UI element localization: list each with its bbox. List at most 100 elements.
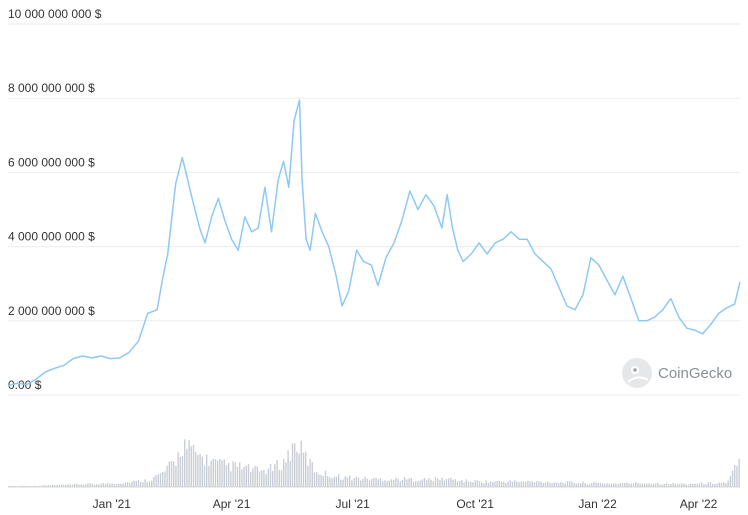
volume-bar — [366, 478, 368, 487]
volume-bar — [357, 477, 360, 487]
volume-bar — [474, 480, 476, 487]
volume-bar — [261, 470, 263, 487]
volume-bar — [573, 483, 575, 487]
volume-bar — [375, 477, 377, 487]
volume-bar — [388, 480, 390, 487]
volume-bar — [80, 484, 82, 487]
volume-bar — [346, 477, 349, 487]
volume-bar — [225, 465, 228, 487]
volume-bar — [584, 483, 586, 487]
volume-bar — [362, 478, 364, 487]
volume-bar — [85, 484, 87, 487]
volume-bar — [617, 484, 619, 487]
volume-bar — [131, 481, 133, 487]
volume-bar — [606, 483, 608, 487]
volume-bar — [597, 483, 599, 487]
volume-bar — [245, 465, 247, 487]
volume-bar — [615, 483, 617, 487]
volume-bar — [569, 481, 571, 487]
volume-bar — [456, 481, 459, 487]
volume-bar — [643, 483, 646, 487]
volume-bar — [562, 482, 564, 487]
volume-bar — [289, 460, 291, 487]
volume-bar — [467, 481, 470, 487]
volume-bar — [335, 476, 338, 487]
volume-bar — [725, 483, 727, 487]
y-tick-label-1: 2 000 000 000 $ — [8, 304, 95, 318]
volume-bar — [575, 483, 577, 487]
volume-bar — [657, 483, 659, 487]
volume-bar — [322, 476, 324, 487]
volume-bar — [120, 483, 122, 487]
volume-bar — [16, 486, 19, 487]
volume-bar — [23, 486, 25, 487]
volume-bar — [698, 483, 701, 487]
volume-bar — [595, 482, 597, 487]
volume-bar — [283, 458, 285, 487]
volume-bar — [731, 470, 734, 487]
volume-bar — [588, 484, 591, 487]
volume-bar — [461, 479, 463, 487]
volume-bar — [206, 454, 208, 487]
volume-bar — [181, 456, 184, 487]
volume-bar — [144, 479, 146, 487]
volume-bar — [531, 481, 533, 487]
volume-bar — [170, 460, 173, 487]
volume-bar — [558, 482, 560, 487]
watermark-text: CoinGecko — [658, 365, 732, 382]
volume-bar — [580, 483, 582, 487]
volume-bar — [151, 480, 153, 487]
volume-bar — [483, 483, 485, 487]
volume-bar — [192, 445, 195, 487]
volume-bar — [492, 482, 494, 487]
volume-bar — [602, 483, 604, 487]
volume-bar — [135, 480, 137, 487]
volume-bar — [327, 476, 329, 487]
volume-bar — [320, 474, 322, 487]
volume-bar — [712, 483, 714, 487]
volume-bar — [100, 483, 102, 487]
volume-bar — [157, 474, 159, 487]
volume-bar — [472, 482, 474, 487]
volume-bar — [19, 486, 21, 487]
volume-bar — [280, 470, 283, 487]
volume-bar — [340, 479, 342, 487]
volume-bar — [98, 484, 100, 487]
volume-bar — [518, 482, 520, 487]
y-axis-ticks: 0.00 $2 000 000 000 $4 000 000 000 $6 00… — [8, 7, 102, 392]
volume-bar — [113, 484, 115, 487]
volume-bar — [25, 485, 27, 487]
volume-bar — [274, 464, 276, 487]
volume-bar — [162, 472, 164, 487]
volume-bar — [250, 472, 252, 487]
volume-bar — [124, 482, 126, 487]
volume-bar — [333, 476, 335, 487]
volume-bar — [707, 482, 709, 487]
volume-bar — [419, 480, 421, 487]
volume-bar — [175, 465, 177, 487]
x-tick-label-5: Apr '22 — [680, 497, 718, 511]
volume-bars — [8, 439, 740, 487]
volume-bar — [399, 481, 401, 487]
volume-bar — [316, 472, 318, 487]
volume-bar — [69, 484, 71, 487]
volume-bar — [27, 485, 30, 487]
volume-bar — [14, 486, 16, 487]
volume-bar — [417, 481, 419, 487]
volume-bar — [96, 484, 98, 487]
volume-bar — [536, 481, 538, 487]
volume-bar — [67, 484, 69, 487]
volume-bar — [371, 479, 373, 487]
volume-bar — [505, 482, 507, 487]
volume-bar — [654, 483, 657, 487]
volume-bar — [390, 479, 393, 487]
volume-bar — [661, 484, 663, 487]
volume-bar — [555, 482, 558, 487]
volume-bar — [118, 483, 120, 487]
volume-bar — [386, 480, 388, 487]
volume-bar — [681, 483, 683, 487]
volume-bar — [672, 483, 674, 487]
x-tick-label-0: Jan '21 — [93, 497, 132, 511]
volume-bar — [430, 479, 432, 487]
volume-bar — [613, 483, 615, 487]
